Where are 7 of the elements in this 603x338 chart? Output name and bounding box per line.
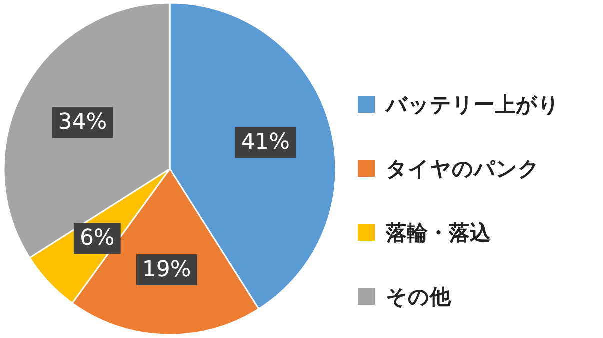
legend-label: その他 bbox=[386, 285, 452, 309]
legend-label: 落輪・落込 bbox=[385, 221, 492, 245]
data-label: 34% bbox=[58, 110, 108, 136]
data-label: 6% bbox=[80, 226, 115, 252]
legend-label: タイヤのパンク bbox=[386, 157, 540, 181]
data-label: 19% bbox=[142, 258, 192, 283]
data-label: 41% bbox=[241, 130, 290, 156]
